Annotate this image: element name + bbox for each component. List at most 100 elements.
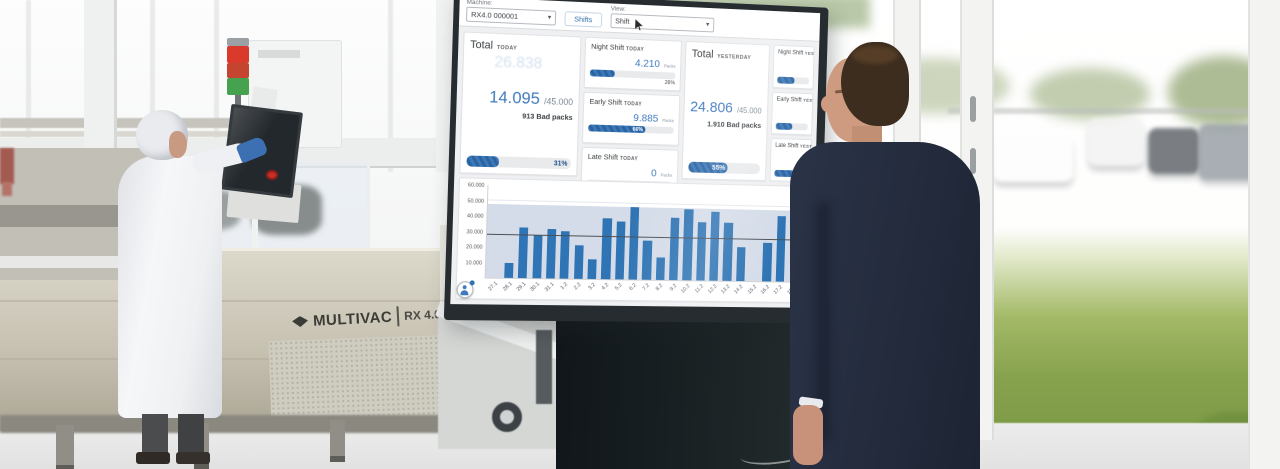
total-yesterday-card: Total YESTERDAY 24.806 /45.000 1.910 Bad… <box>681 40 771 182</box>
view-select-value: Shift <box>615 16 630 26</box>
packs-unit: Packs <box>660 172 673 178</box>
chart-bar <box>545 229 557 279</box>
worker-leg <box>178 414 204 458</box>
packs-value: 4.210 <box>634 57 661 71</box>
chart-bar <box>532 234 543 279</box>
machine-seam <box>0 300 460 302</box>
man-hand <box>793 405 823 465</box>
man-hair-highlight <box>852 46 898 64</box>
chart-y-tick: 30.000 <box>466 229 484 236</box>
machine-column <box>84 0 117 152</box>
chart-x-label: 4.2 <box>600 282 611 292</box>
card-title: Night Shift <box>591 41 625 53</box>
packs-unit: Packs <box>662 118 674 124</box>
chart-plot: 27.1 28.1 29.1 30.1 31.1 1.2 2.2 3.2 4.2 5.2 6.2 7.… <box>484 184 804 296</box>
chart-bars: 27.1 28.1 29.1 30.1 31.1 1.2 2.2 3.2 4.2 5.2 6.2 7.… <box>486 185 804 296</box>
red-equipment <box>0 148 14 184</box>
chart-x-label: 2.2 <box>573 281 583 292</box>
chart-x-label: 6.2 <box>628 282 638 292</box>
ghost-value: 26.838 <box>494 53 543 73</box>
machine-table-edge <box>0 256 132 268</box>
machine-leg <box>330 420 345 462</box>
machine-perforated-panel <box>268 334 458 428</box>
chart-y-tick: 10.000 <box>465 260 483 267</box>
chart-x-label: 15.2 <box>746 284 758 296</box>
progress-track: 31% <box>466 155 572 170</box>
card-title: Night Shift <box>777 49 804 57</box>
progress-fill <box>777 76 795 84</box>
machine-rail <box>0 118 268 128</box>
chart-bar <box>614 221 626 280</box>
chart-x-label: 16.2 <box>759 284 771 296</box>
card-title: Total <box>691 48 714 61</box>
signal-light-green <box>227 78 249 95</box>
man-nose <box>821 96 833 112</box>
chart-x-label: 13.2 <box>720 283 732 296</box>
building-column <box>1248 0 1280 469</box>
machine-select-value: RX4.0 000001 <box>470 9 519 21</box>
packs-value: 9.885 <box>633 112 659 125</box>
packs-target: /45.000 <box>736 105 762 116</box>
chart-x-label: 10.2 <box>680 283 692 295</box>
card-period: YESTERDAY <box>717 53 752 62</box>
shifts-button[interactable]: Shifts <box>564 11 603 28</box>
bad-packs: 1.910 Bad packs <box>707 119 762 130</box>
conveyor-frame <box>536 330 552 404</box>
progress-fill <box>466 155 500 168</box>
packs-unit: Packs <box>663 63 676 69</box>
chart-x-label: 17.2 <box>773 284 785 296</box>
chart-bar <box>682 209 694 281</box>
dashboard-body: Total TODAY 26.838 14.095 /45.000 913 Ba… <box>450 26 820 308</box>
machine-select[interactable]: RX4.0 000001 ▾ <box>465 6 557 26</box>
chart-bar <box>722 222 733 281</box>
chart-bar <box>709 212 720 281</box>
signal-light-red <box>227 46 249 63</box>
multivac-logo-icon <box>292 316 309 328</box>
bad-packs: 913 Bad packs <box>522 111 573 122</box>
chart-bar <box>559 231 571 279</box>
chart-y-tick: 60.000 <box>467 182 485 189</box>
progress-percent: 55% <box>711 164 726 172</box>
card-title: Early Shift <box>589 96 623 107</box>
card-period: TODAY <box>496 44 518 52</box>
window-mullion <box>388 0 393 172</box>
packs-target: /45.000 <box>543 96 574 108</box>
chart-y-tick: 50.000 <box>467 198 485 205</box>
shifts-today-column: Night Shift TODAY 4.210 Packs 28% Early … <box>580 36 682 201</box>
chart-y-axis: 60.000 50.000 40.000 30.000 20.000 10.000 <box>458 182 487 296</box>
window-mullion <box>150 0 155 172</box>
emergency-stop-button <box>266 170 278 180</box>
housing-vent <box>258 50 300 58</box>
packs-value: 0 <box>650 167 657 180</box>
card-period: TODAY <box>626 46 645 53</box>
signal-tower-cap <box>227 38 249 46</box>
chart-x-label: 11.2 <box>693 283 705 295</box>
signal-light-orange <box>227 63 249 78</box>
chart-x-label: 14.2 <box>733 283 745 296</box>
card-title: Total <box>470 38 494 52</box>
chart-bar <box>735 247 746 282</box>
window-mullion <box>214 0 219 172</box>
van <box>1088 118 1144 166</box>
machine-left-panel <box>0 205 140 227</box>
chart-x-label: 29.1 <box>515 281 528 293</box>
night-shift-today-card: Night Shift TODAY 4.210 Packs 28% <box>584 36 682 92</box>
window-handle <box>970 148 976 174</box>
red-equipment <box>2 182 12 196</box>
daily-production-chart: 60.000 50.000 40.000 30.000 20.000 10.000 27.… <box>455 177 811 304</box>
car <box>993 134 1073 182</box>
machine-rail <box>0 131 268 137</box>
progress-track <box>777 76 810 85</box>
chart-bar <box>587 259 597 280</box>
chart-x-label: 28.1 <box>501 280 514 293</box>
card-title: Late Shift <box>775 143 799 150</box>
chart-bar <box>655 257 665 280</box>
window-mullion <box>26 0 31 172</box>
card-period: YESTERDAY <box>803 97 815 104</box>
progress-track: 55% <box>688 161 761 175</box>
chart-bar <box>504 262 514 278</box>
chart-x-label: 1.2 <box>559 281 569 292</box>
card-title: Late Shift <box>587 151 619 162</box>
card-title: Early Shift <box>776 96 802 104</box>
